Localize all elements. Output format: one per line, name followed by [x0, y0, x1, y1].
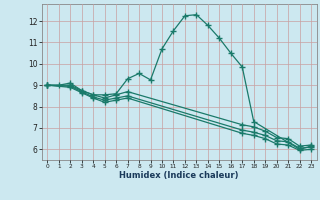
X-axis label: Humidex (Indice chaleur): Humidex (Indice chaleur): [119, 171, 239, 180]
